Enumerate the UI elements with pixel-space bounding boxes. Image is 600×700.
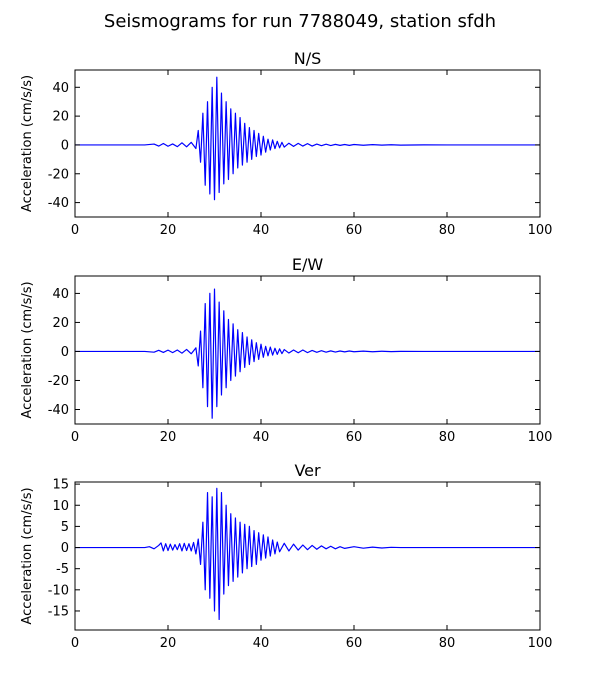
y-tick-label-ns: 20 [52, 110, 69, 125]
panel-ew: E/W 0 20 40 60 80 100 -40 -20 0 20 40 Acceleration (… [20, 255, 552, 445]
x-tick-label-ns: 20 [160, 223, 177, 238]
y-tick-label-ver: 15 [52, 478, 69, 493]
x-tick-label-ver: 80 [439, 636, 456, 651]
y-tick-label-ew: -40 [48, 403, 69, 418]
y-tick-label-ver: -10 [48, 583, 69, 598]
x-tick-label-ns: 100 [528, 223, 553, 238]
x-tick-label-ew: 60 [346, 430, 363, 445]
y-tick-label-ver: 5 [61, 520, 69, 535]
panel-title-ver: Ver [294, 461, 321, 480]
series-line-ew [75, 288, 540, 419]
panel-ns: N/S 0 20 40 60 80 100 -40 -20 0 20 40 Acceleration (… [20, 49, 552, 238]
x-tick-label-ns: 60 [346, 223, 363, 238]
y-axis-label-ew: Acceleration (cm/s/s) [20, 281, 35, 418]
y-tick-label-ver: 0 [61, 541, 69, 556]
x-tick-label-ew: 20 [160, 430, 177, 445]
x-tick-label-ver: 40 [253, 636, 270, 651]
y-tick-label-ns: -40 [48, 196, 69, 211]
x-tick-label-ew: 80 [439, 430, 456, 445]
y-tick-label-ns: 0 [61, 138, 69, 153]
figure-title: Seismograms for run 7788049, station sfd… [103, 11, 497, 32]
panel-title-ew: E/W [292, 255, 324, 274]
x-tick-label-ns: 40 [253, 223, 270, 238]
series-line-ns [75, 76, 540, 201]
y-tick-label-ns: -20 [48, 167, 69, 182]
x-tick-label-ver: 100 [528, 636, 553, 651]
x-tick-label-ew: 100 [528, 430, 553, 445]
x-tick-label-ew: 0 [71, 430, 79, 445]
y-tick-label-ns: 40 [52, 81, 69, 96]
y-tick-label-ew: -20 [48, 374, 69, 389]
y-tick-label-ew: 20 [52, 316, 69, 331]
x-tick-label-ns: 0 [71, 223, 79, 238]
series-line-ver [75, 487, 540, 621]
axes-frame-ns [74, 69, 541, 218]
x-tick-label-ver: 20 [160, 636, 177, 651]
axes-frame-ew [74, 275, 541, 425]
x-tick-label-ver: 0 [71, 636, 79, 651]
y-axis-label-ns: Acceleration (cm/s/s) [20, 75, 35, 212]
y-tick-label-ver: 10 [52, 499, 69, 514]
x-tick-label-ns: 80 [439, 223, 456, 238]
panel-title-ns: N/S [294, 49, 322, 68]
y-tick-label-ew: 40 [52, 287, 69, 302]
x-tick-label-ew: 40 [253, 430, 270, 445]
panel-ver: Ver 0 20 40 60 80 100 -15 -10 -5 0 5 10 15 Acceleratio… [20, 461, 552, 651]
x-tick-label-ver: 60 [346, 636, 363, 651]
y-axis-label-ver: Acceleration (cm/s/s) [20, 487, 35, 624]
y-tick-label-ver: -15 [48, 604, 69, 619]
y-tick-label-ew: 0 [61, 345, 69, 360]
y-tick-label-ver: -5 [56, 562, 69, 577]
axes-frame-ver [74, 481, 541, 631]
